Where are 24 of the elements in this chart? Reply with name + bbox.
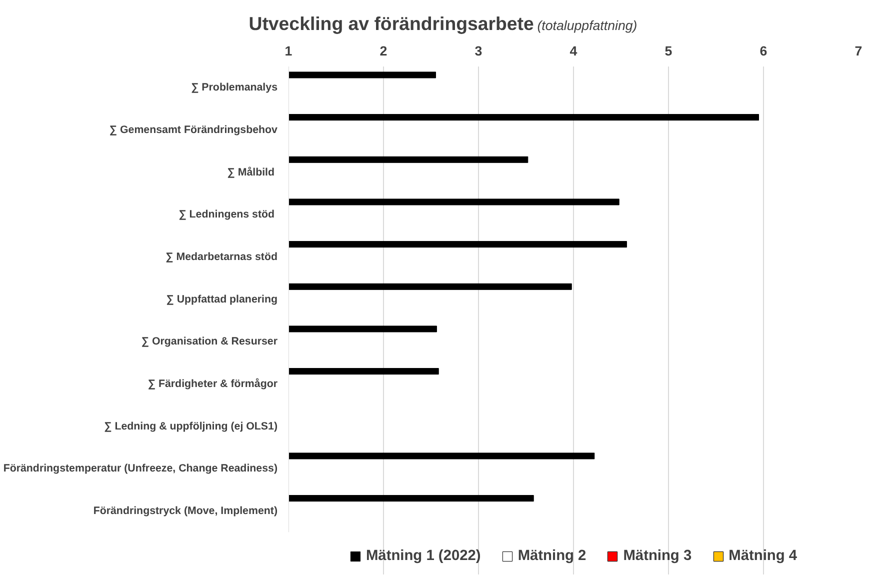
y-tick-label: ∑ Uppfattad planering xyxy=(166,293,278,306)
x-tick-label: 6 xyxy=(760,44,768,58)
x-tick-label: 7 xyxy=(854,44,862,58)
y-tick-label: ∑ Medarbetarnas stöd xyxy=(166,251,278,263)
legend-label: Mätning 2 xyxy=(518,548,586,564)
x-tick-label: 4 xyxy=(570,44,578,58)
chart-title: Utveckling av förändringsarbete xyxy=(248,13,534,34)
y-tick-label: ∑ Organisation & Resurser xyxy=(141,336,278,348)
y-tick-label: ∑ Ledning & uppföljning (ej OLS1) xyxy=(104,420,278,432)
x-tick-label: 5 xyxy=(664,44,673,58)
x-tick-label: 1 xyxy=(284,44,293,58)
legend-label: Mätning 4 xyxy=(728,548,798,564)
x-tick-label: 3 xyxy=(474,44,482,58)
x-tick-label: 2 xyxy=(380,44,388,58)
y-tick-label: ∑ Ledningens stöd xyxy=(178,208,275,221)
chart-subtitle: (totaluppfattning) xyxy=(537,18,638,33)
y-tick-label: ∑ Gemensamt Förändringsbehov xyxy=(109,124,278,136)
legend-label: Mätning 1 (2022) xyxy=(366,548,481,564)
y-tick-label: ∑ Problemanalys xyxy=(191,82,278,94)
y-tick-label: Förändringstryck (Move, Implement) xyxy=(93,505,278,517)
y-tick-label: Förändringstemperatur (Unfreeze, Change Readiness) xyxy=(3,462,278,475)
y-tick-label: ∑ Färdigheter & förmågor xyxy=(148,378,278,390)
legend-label: Mätning 3 xyxy=(623,548,692,564)
y-tick-label: ∑ Målbild xyxy=(227,166,275,178)
